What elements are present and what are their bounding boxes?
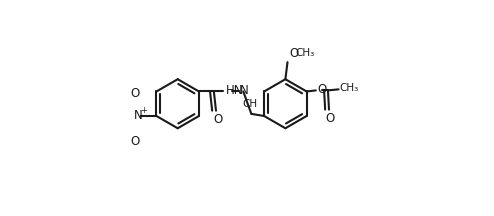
Text: N: N [240,84,249,97]
Text: CH₃: CH₃ [340,83,359,93]
Text: CH: CH [243,98,258,108]
Text: O: O [130,135,140,148]
Text: O: O [317,83,327,96]
Text: O: O [130,87,140,100]
Text: O: O [326,112,335,125]
Text: O: O [289,47,299,60]
Text: +: + [140,106,147,115]
Text: HN: HN [226,84,243,97]
Text: CH₃: CH₃ [295,48,314,58]
Text: N: N [134,110,143,122]
Text: O: O [213,113,223,126]
